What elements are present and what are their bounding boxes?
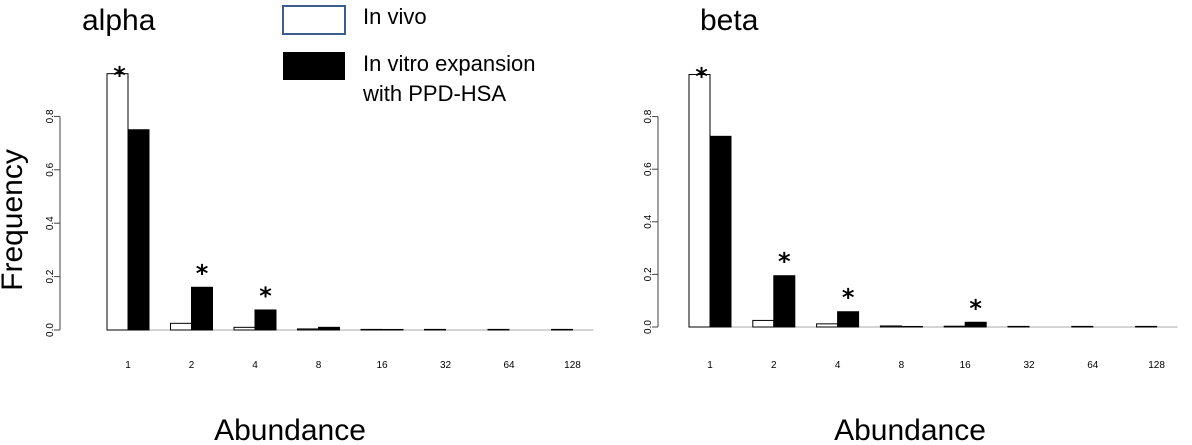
alpha-significance-marker: * (196, 259, 209, 287)
beta-y-tick-label: 0.6 (643, 162, 654, 176)
beta-bar-in-vitro (964, 321, 987, 328)
beta-significance-marker: * (695, 63, 708, 91)
alpha-y-tick-label: 0.4 (45, 216, 56, 230)
alpha-bar-in-vitro (254, 309, 277, 331)
beta-y-tick-label: 0.8 (643, 109, 654, 123)
alpha-bar-in-vivo (360, 328, 383, 331)
legend: In vivo In vitro expansion with PPD-HSA (282, 4, 535, 106)
alpha-bar-in-vivo (551, 328, 573, 331)
beta-significance-marker: * (969, 294, 982, 322)
alpha-x-tick-label: 1 (125, 360, 131, 371)
legend-label-in-vivo: In vivo (363, 4, 427, 29)
alpha-y-tick-label: 0.2 (45, 269, 56, 283)
beta-y-tick-label: 0.2 (643, 267, 654, 281)
alpha-bar-in-vitro (127, 129, 150, 331)
legend-swatch-in-vivo (282, 5, 346, 35)
beta-significance-marker: * (778, 248, 791, 276)
alpha-x-tick-label: 4 (252, 360, 258, 371)
beta-x-tick-label: 1 (707, 360, 713, 371)
alpha-y-tick-label: 0.8 (45, 109, 56, 123)
beta-x-tick-label: 64 (1087, 360, 1099, 371)
alpha-x-tick-label: 128 (564, 360, 581, 371)
alpha-panel-title: alpha (82, 4, 156, 37)
beta-x-tick-label: 4 (835, 360, 841, 371)
beta-bar-in-vivo (879, 325, 902, 328)
legend-label-in-vitro-line2: with PPD-HSA (362, 81, 506, 106)
beta-bar-in-vivo (1135, 325, 1158, 328)
alpha-x-tick-label: 8 (316, 360, 322, 371)
beta-x-tick-label: 8 (899, 360, 905, 371)
alpha-x-tick-label: 64 (503, 360, 515, 371)
y-axis-label: Frequency (0, 149, 29, 291)
beta-significance-marker: * (842, 284, 855, 312)
alpha-y-tick-label: 0.6 (45, 162, 56, 176)
alpha-bar-in-vivo (233, 326, 256, 331)
alpha-x-tick-label: 2 (189, 360, 195, 371)
alpha-bar-in-vivo (170, 322, 192, 331)
beta-bar-in-vivo (752, 319, 775, 328)
beta-bar-in-vitro (900, 325, 923, 328)
beta-bar-in-vivo (1007, 325, 1030, 328)
beta-x-tick-label: 16 (960, 360, 972, 371)
beta-bar-in-vivo (943, 325, 966, 328)
alpha-bar-in-vitro (381, 328, 404, 331)
alpha-x-axis-label: Abundance (214, 414, 366, 445)
alpha-significance-marker: * (113, 62, 126, 90)
alpha-bar-in-vivo (106, 73, 129, 331)
alpha-y-tick-label: 0.0 (45, 323, 56, 337)
beta-x-tick-label: 32 (1023, 360, 1035, 371)
beta-x-axis-label: Abundance (834, 414, 986, 445)
beta-x-tick-label: 128 (1148, 360, 1165, 371)
beta-bar-in-vitro (709, 135, 732, 328)
beta-bar-in-vitro (773, 275, 796, 328)
alpha-bar-in-vivo (297, 328, 319, 331)
beta-x-tick-label: 2 (771, 360, 777, 371)
beta-y-tick-label: 0.4 (643, 214, 654, 228)
beta-y-tick-label: 0.0 (643, 320, 654, 334)
alpha-significance-marker: * (259, 282, 272, 310)
beta-bar-in-vivo (816, 323, 839, 328)
alpha-bar-in-vivo (487, 328, 510, 331)
legend-label-in-vitro-line1: In vitro expansion (363, 51, 535, 76)
legend-swatch-in-vitro (283, 52, 345, 80)
alpha-chart: 0.0 0.2 0.4 0.6 0.8 1 * 2 * 4 * 8 16 32 64 128 Abundance (45, 62, 594, 445)
alpha-x-tick-label: 32 (440, 360, 452, 371)
beta-panel-title: beta (700, 4, 759, 37)
beta-bar-in-vivo (688, 74, 711, 328)
alpha-bar-in-vitro (191, 286, 213, 331)
beta-chart: 0.0 0.2 0.4 0.6 0.8 1 * 2 * 4 * 8 16 * 32 64 128 Abundanc… (643, 63, 1178, 445)
alpha-bar-in-vitro (318, 326, 340, 331)
alpha-x-tick-label: 16 (376, 360, 388, 371)
alpha-bar-in-vivo (424, 328, 446, 331)
beta-bar-in-vitro (837, 311, 860, 328)
beta-bar-in-vivo (1071, 325, 1094, 328)
